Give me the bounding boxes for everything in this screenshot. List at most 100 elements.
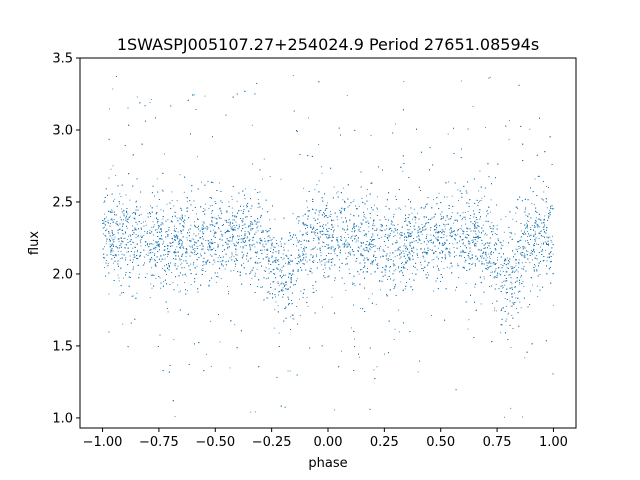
- data-point: [221, 263, 223, 265]
- data-point: [147, 213, 149, 215]
- data-point: [463, 266, 465, 268]
- data-point: [485, 232, 486, 234]
- data-point: [464, 218, 466, 220]
- data-point: [192, 209, 194, 211]
- data-point: [306, 231, 308, 233]
- data-point: [318, 214, 320, 216]
- data-point: [156, 229, 158, 231]
- data-point: [204, 203, 206, 205]
- data-point: [240, 238, 242, 240]
- data-point: [240, 210, 242, 211]
- data-point: [255, 272, 257, 274]
- data-point: [512, 218, 514, 220]
- data-point: [358, 273, 360, 275]
- data-point: [439, 253, 441, 255]
- data-point: [421, 223, 423, 225]
- data-point: [511, 315, 513, 316]
- data-point: [330, 262, 332, 263]
- data-point: [107, 219, 109, 221]
- data-point: [161, 268, 163, 269]
- data-point: [348, 237, 350, 238]
- data-point: [150, 275, 152, 277]
- data-point: [510, 407, 512, 409]
- data-point: [515, 297, 517, 299]
- data-point: [261, 249, 263, 251]
- data-point: [324, 259, 326, 260]
- data-point: [183, 222, 185, 224]
- data-point: [190, 284, 192, 286]
- data-point: [113, 262, 114, 264]
- data-point: [215, 232, 217, 234]
- data-point: [542, 227, 544, 228]
- data-point: [204, 95, 206, 97]
- data-point: [284, 286, 285, 287]
- data-point: [489, 76, 491, 78]
- data-point: [356, 239, 358, 241]
- data-point: [468, 319, 470, 321]
- data-point: [520, 307, 522, 309]
- data-point: [497, 256, 499, 258]
- data-point: [294, 257, 296, 259]
- data-point: [207, 227, 209, 229]
- data-point: [516, 249, 518, 251]
- data-point: [365, 235, 367, 237]
- data-point: [152, 248, 154, 250]
- data-point: [518, 248, 520, 250]
- data-point: [167, 253, 169, 255]
- data-point: [121, 208, 123, 210]
- data-point: [268, 263, 270, 265]
- data-point: [462, 212, 464, 214]
- data-point: [490, 199, 492, 201]
- data-point: [244, 188, 246, 190]
- data-point: [110, 219, 112, 221]
- data-point: [389, 267, 391, 268]
- data-point: [191, 247, 193, 249]
- data-point: [113, 219, 115, 220]
- data-point: [116, 224, 118, 226]
- data-point: [531, 249, 533, 251]
- data-point: [274, 218, 276, 220]
- data-point: [315, 290, 317, 292]
- data-point: [525, 227, 527, 228]
- data-point: [125, 194, 127, 196]
- data-point: [236, 241, 238, 243]
- data-point: [181, 262, 183, 264]
- data-point: [527, 230, 528, 232]
- data-point: [271, 257, 273, 258]
- data-point: [173, 339, 175, 341]
- data-point: [323, 272, 325, 274]
- data-point: [307, 274, 309, 276]
- data-point: [414, 219, 416, 221]
- data-point: [545, 186, 547, 188]
- data-point: [519, 240, 521, 242]
- data-point: [413, 246, 415, 248]
- data-point: [122, 233, 124, 235]
- data-point: [279, 241, 281, 243]
- data-point: [183, 267, 185, 269]
- data-point: [504, 416, 505, 418]
- data-point: [446, 216, 448, 218]
- data-point: [218, 228, 220, 230]
- data-point: [119, 294, 121, 296]
- data-point: [537, 226, 539, 228]
- data-point: [524, 255, 526, 257]
- data-point: [508, 120, 510, 122]
- data-point: [183, 260, 185, 262]
- data-point: [423, 257, 425, 259]
- data-point: [326, 244, 328, 246]
- data-point: [330, 216, 331, 217]
- data-point: [171, 200, 173, 202]
- data-point: [125, 257, 127, 259]
- data-point: [393, 236, 395, 238]
- data-point: [331, 234, 333, 236]
- data-point: [285, 262, 286, 264]
- data-point: [317, 262, 318, 263]
- data-point: [296, 278, 298, 280]
- data-point: [103, 202, 105, 203]
- data-point: [370, 262, 372, 264]
- data-point: [395, 123, 396, 125]
- data-point: [196, 213, 197, 215]
- data-point: [119, 193, 121, 195]
- data-point: [119, 216, 121, 218]
- data-point: [213, 235, 215, 237]
